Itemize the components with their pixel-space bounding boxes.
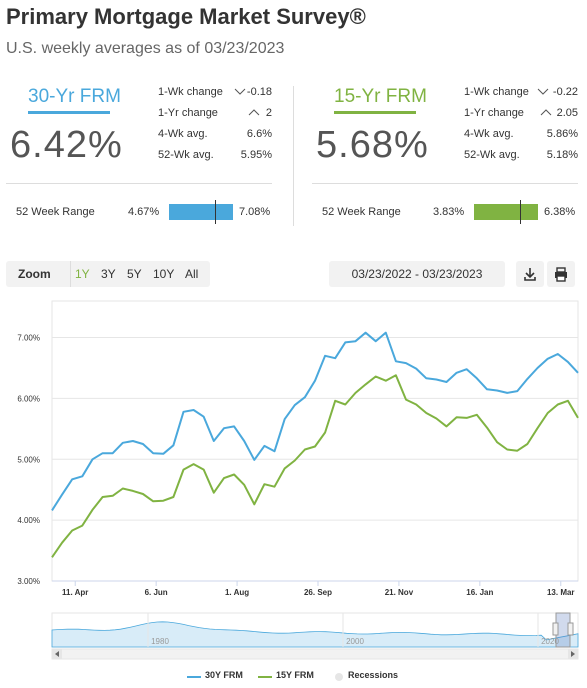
legend-30y-label[interactable]: 30Y FRM [205, 670, 243, 680]
frm15-range-marker [520, 200, 521, 224]
zoom-all-button[interactable]: All [185, 267, 199, 281]
frm15-stat-label-2: 4-Wk avg. [464, 128, 514, 140]
legend-30y-swatch [187, 676, 201, 678]
print-button[interactable] [547, 261, 575, 287]
column-divider [293, 86, 294, 226]
zoom-control: Zoom 1Y 3Y 5Y 10Y All [6, 261, 210, 287]
zoom-3y-button[interactable]: 3Y [101, 267, 116, 281]
download-icon [524, 268, 536, 281]
frm15-stat-value-3: 5.18% [546, 149, 578, 161]
scrollbar-right-arrow-icon [571, 651, 575, 657]
frm15-stat-value-0: -0.22 [552, 86, 578, 98]
frm15-stat-label-3: 52-Wk avg. [464, 149, 520, 161]
frm30-range-marker [215, 200, 216, 224]
frm30-stat-value-0: -0.18 [246, 86, 272, 98]
navigator-tick-label: 2000 [346, 637, 364, 646]
frm30-name: 30-Yr FRM [28, 86, 121, 107]
frm30-range-low: 4.67% [128, 206, 160, 218]
up-chevron-icon [540, 109, 552, 116]
x-tick-label: 1. Aug [225, 588, 249, 597]
y-tick-label: 3.00% [17, 577, 40, 586]
frm15-range-high: 6.38% [544, 206, 576, 218]
navigator-handle-right [567, 622, 574, 636]
frm15-stat-label-1: 1-Yr change [464, 107, 524, 119]
legend-15y-label[interactable]: 15Y FRM [276, 670, 314, 680]
x-tick-label: 21. Nov [385, 588, 414, 597]
frm15-stat-value-1: 2.05 [556, 107, 578, 119]
y-tick-label: 4.00% [17, 516, 40, 525]
navigator-tick-label: 1980 [151, 637, 169, 646]
legend-recessions-swatch [335, 673, 343, 681]
x-tick-label: 13. Mar [547, 588, 575, 597]
frm15-range-label: 52 Week Range [322, 206, 401, 218]
date-range-selector[interactable]: 03/23/2022 - 03/23/2023 [329, 261, 505, 287]
zoom-10y-button[interactable]: 10Y [153, 267, 175, 281]
zoom-1y-button[interactable]: 1Y [75, 267, 90, 281]
frm30-stat-label-2: 4-Wk avg. [158, 128, 208, 140]
frm30-stat-value-3: 5.95% [240, 149, 272, 161]
print-icon [555, 267, 567, 282]
frm30-range-bar [169, 204, 233, 220]
frm15-range-low: 3.83% [433, 206, 465, 218]
x-tick-label: 11. Apr [62, 588, 88, 597]
rate-chart: 3.00% 4.00% 5.00% 6.00% 7.00% 11. Apr 6. Jun 1.… [17, 300, 579, 660]
x-tick-label: 6. Jun [145, 588, 168, 597]
page-subtitle: U.S. weekly averages as of 03/23/2023 [6, 40, 285, 57]
page-title: Primary Mortgage Market Survey® [6, 4, 366, 29]
legend-recessions-label[interactable]: Recessions [348, 670, 399, 680]
divider [6, 183, 272, 184]
y-tick-label: 5.00% [17, 455, 40, 464]
download-button[interactable] [516, 261, 544, 287]
x-tick-label: 16. Jan [466, 588, 493, 597]
zoom-5y-button[interactable]: 5Y [127, 267, 142, 281]
frm15-stat-label-0: 1-Wk change [464, 86, 529, 98]
scrollbar-left-arrow-icon [55, 651, 59, 657]
zoom-label: Zoom [18, 267, 51, 281]
frm30-stat-label-0: 1-Wk change [158, 86, 223, 98]
frm30-stat-label-1: 1-Yr change [158, 107, 218, 119]
frm15-range-bar [474, 204, 538, 220]
navigator-scrollbar [51, 648, 579, 660]
frm30-stat-label-3: 52-Wk avg. [158, 149, 214, 161]
navigator-tick-label: 2020 [541, 637, 559, 646]
frm30-underline [28, 111, 110, 114]
frm15-underline [334, 111, 416, 114]
zoom-separator [70, 261, 71, 287]
frm30-range-high: 7.08% [239, 206, 271, 218]
frm30-stat-value-1: 2 [265, 107, 272, 119]
frm15-stat-value-2: 5.86% [546, 128, 578, 140]
x-tick-label: 26. Sep [304, 588, 332, 597]
navigator-handle-left [552, 622, 559, 636]
series-15y-line [51, 374, 579, 558]
up-chevron-icon [248, 109, 260, 116]
navigator-series [51, 621, 579, 648]
y-tick-label: 6.00% [17, 394, 40, 403]
down-chevron-icon [234, 88, 246, 95]
divider [312, 183, 578, 184]
frm15-name: 15-Yr FRM [334, 86, 427, 107]
frm30-stat-value-2: 6.6% [246, 128, 272, 140]
frm15-rate: 5.68% [316, 124, 429, 166]
y-tick-label: 7.00% [17, 334, 40, 343]
series-30y-line [51, 331, 579, 511]
down-chevron-icon [537, 88, 549, 95]
legend-15y-swatch [258, 676, 272, 678]
frm30-rate: 6.42% [10, 124, 123, 166]
frm30-range-label: 52 Week Range [16, 206, 95, 218]
